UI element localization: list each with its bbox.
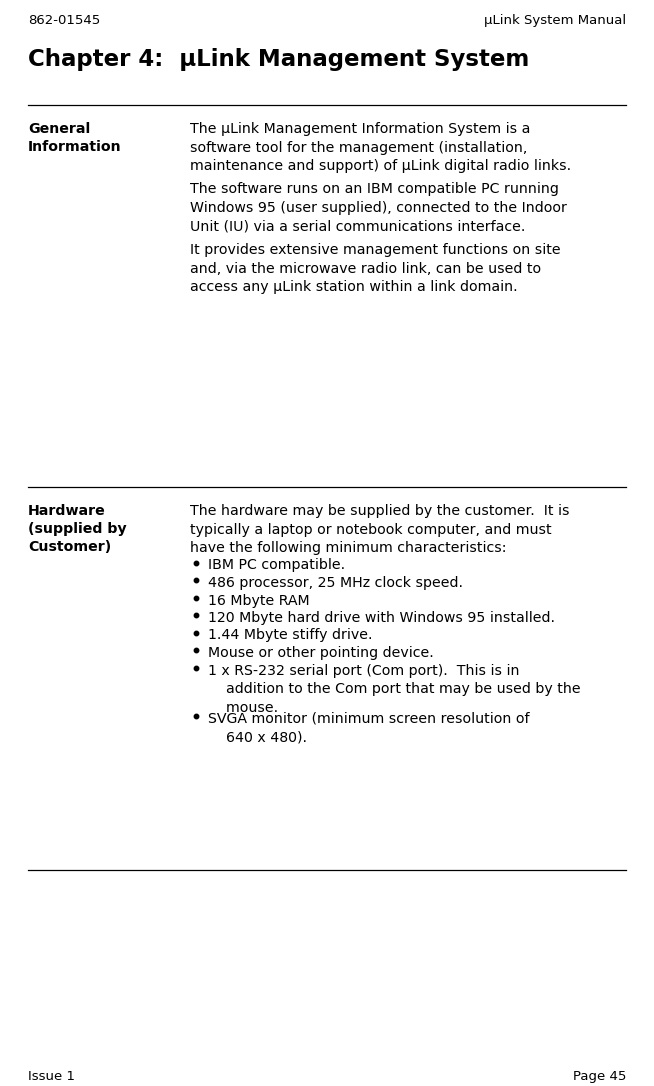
Text: Mouse or other pointing device.: Mouse or other pointing device. xyxy=(208,646,434,660)
Text: It provides extensive management functions on site
and, via the microwave radio : It provides extensive management functio… xyxy=(190,243,560,294)
Text: Chapter 4:  μLink Management System: Chapter 4: μLink Management System xyxy=(28,48,529,71)
Text: 862-01545: 862-01545 xyxy=(28,14,100,27)
Text: Page 45: Page 45 xyxy=(573,1070,626,1083)
Text: Issue 1: Issue 1 xyxy=(28,1070,75,1083)
Text: μLink System Manual: μLink System Manual xyxy=(484,14,626,27)
Text: General
Information: General Information xyxy=(28,122,122,154)
Text: SVGA monitor (minimum screen resolution of
    640 x 480).: SVGA monitor (minimum screen resolution … xyxy=(208,712,530,745)
Text: 1 x RS-232 serial port (Com port).  This is in
    addition to the Com port that: 1 x RS-232 serial port (Com port). This … xyxy=(208,664,581,715)
Text: IBM PC compatible.: IBM PC compatible. xyxy=(208,558,345,572)
Text: The hardware may be supplied by the customer.  It is
typically a laptop or noteb: The hardware may be supplied by the cust… xyxy=(190,504,570,555)
Text: The μLink Management Information System is a
software tool for the management (i: The μLink Management Information System … xyxy=(190,122,571,174)
Text: Hardware
(supplied by
Customer): Hardware (supplied by Customer) xyxy=(28,504,127,554)
Text: The software runs on an IBM compatible PC running
Windows 95 (user supplied), co: The software runs on an IBM compatible P… xyxy=(190,182,567,233)
Text: 486 processor, 25 MHz clock speed.: 486 processor, 25 MHz clock speed. xyxy=(208,576,463,590)
Text: 120 Mbyte hard drive with Windows 95 installed.: 120 Mbyte hard drive with Windows 95 ins… xyxy=(208,611,555,626)
Text: 16 Mbyte RAM: 16 Mbyte RAM xyxy=(208,594,309,607)
Text: 1.44 Mbyte stiffy drive.: 1.44 Mbyte stiffy drive. xyxy=(208,629,373,643)
